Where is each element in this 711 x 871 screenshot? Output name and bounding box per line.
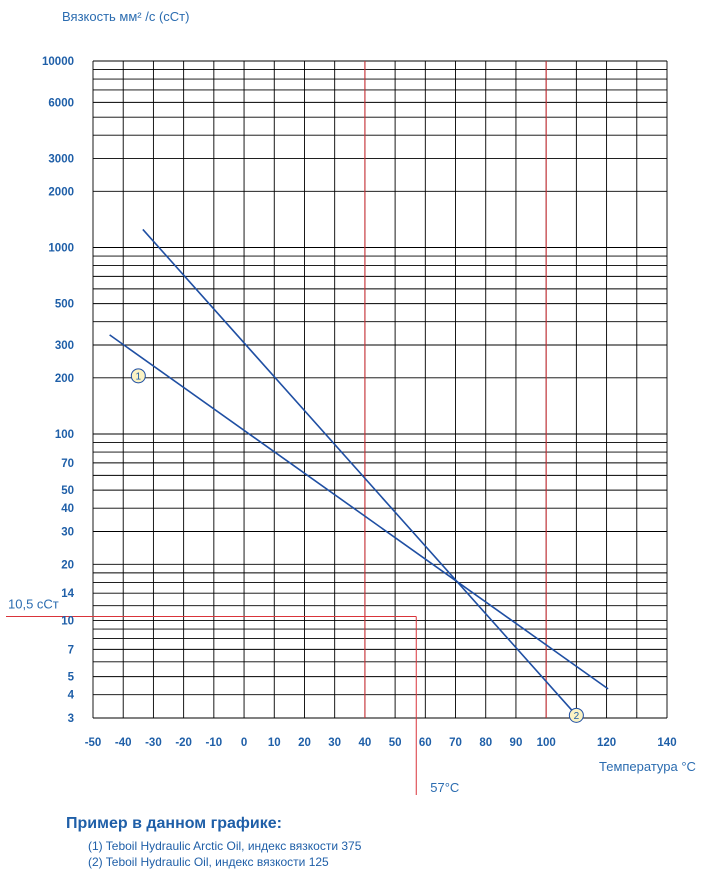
x-tick-label: 20 xyxy=(298,737,311,749)
viscosity-chart: Вязкость мм² /с (сСт) 57°C10,5 сСт 12 10… xyxy=(6,9,696,795)
y-tick-label: 10000 xyxy=(42,56,74,68)
y-tick-label: 3 xyxy=(68,713,74,725)
legend-item-1: (1) Teboil Hydraulic Arctic Oil, индекс … xyxy=(88,839,362,853)
legend-title: Пример в данном графике: xyxy=(66,815,282,832)
x-tick-label: -20 xyxy=(175,737,192,749)
y-tick-label: 3000 xyxy=(48,154,74,166)
x-tick-label: 80 xyxy=(479,737,492,749)
x-tick-label: 70 xyxy=(449,737,462,749)
y-tick-label: 7 xyxy=(68,644,74,656)
x-tick-label: 0 xyxy=(241,737,247,749)
x-tick-label: 100 xyxy=(537,737,556,749)
y-tick-label: 40 xyxy=(61,503,74,515)
y-tick-label: 4 xyxy=(68,690,75,702)
x-tick-labels: -50 -40 -30 -20 -10 0 10 20 30 40 50 60 70 80 90 100 120… xyxy=(85,737,677,749)
x-tick-label: 40 xyxy=(358,737,371,749)
legend: Пример в данном графике: (1) Teboil Hydr… xyxy=(66,815,361,871)
horizontal-gridlines xyxy=(93,60,667,719)
y-tick-label: 30 xyxy=(61,527,74,539)
y-tick-label: 6000 xyxy=(48,97,74,109)
y-tick-label: 20 xyxy=(61,559,74,571)
series-lines: 12 xyxy=(109,228,609,723)
x-tick-label: -10 xyxy=(206,737,223,749)
y-tick-label: 2000 xyxy=(48,186,74,198)
y-tick-label: 500 xyxy=(55,299,74,311)
series-marker-2 xyxy=(568,707,584,723)
y-tick-label: 5 xyxy=(68,672,75,684)
x-tick-label: -50 xyxy=(85,737,102,749)
x-tick-label: 90 xyxy=(510,737,523,749)
series-marker-label-2: 2 xyxy=(574,711,580,722)
reference-label-10-5: 10,5 сСт xyxy=(8,597,59,612)
x-tick-label: 60 xyxy=(419,737,432,749)
series-line-2 xyxy=(142,228,577,716)
y-axis-label: Вязкость мм² /с (сСт) xyxy=(62,9,189,24)
vertical-gridlines xyxy=(92,61,668,718)
x-tick-label: 50 xyxy=(389,737,402,749)
series-marker-1 xyxy=(130,368,146,384)
y-tick-label: 1000 xyxy=(48,242,74,254)
x-tick-label: -30 xyxy=(145,737,162,749)
y-tick-label: 10 xyxy=(61,615,74,627)
legend-item-2: (2) Teboil Hydraulic Oil, индекс вязкост… xyxy=(88,855,329,869)
y-tick-label: 100 xyxy=(55,429,74,441)
series-line-1 xyxy=(109,334,609,690)
y-tick-label: 300 xyxy=(55,340,74,352)
y-tick-label: 50 xyxy=(61,485,74,497)
x-tick-label: 10 xyxy=(268,737,281,749)
x-tick-label: 30 xyxy=(328,737,341,749)
y-tick-label: 14 xyxy=(61,588,74,600)
reference-lines: 57°C 10,5 сСт xyxy=(6,61,547,795)
y-tick-label: 70 xyxy=(61,458,74,470)
x-tick-label: 120 xyxy=(597,737,616,749)
reference-label-57c: 57°C xyxy=(430,780,459,795)
x-axis-label: Температура °С xyxy=(599,759,696,774)
y-tick-labels: 10000 6000 3000 2000 1000 500 300 200 100 70 50 40 3… xyxy=(42,56,75,725)
x-tick-label: 140 xyxy=(657,737,676,749)
y-tick-label: 200 xyxy=(55,373,74,385)
x-tick-label: -40 xyxy=(115,737,132,749)
series-marker-label-1: 1 xyxy=(136,371,142,382)
